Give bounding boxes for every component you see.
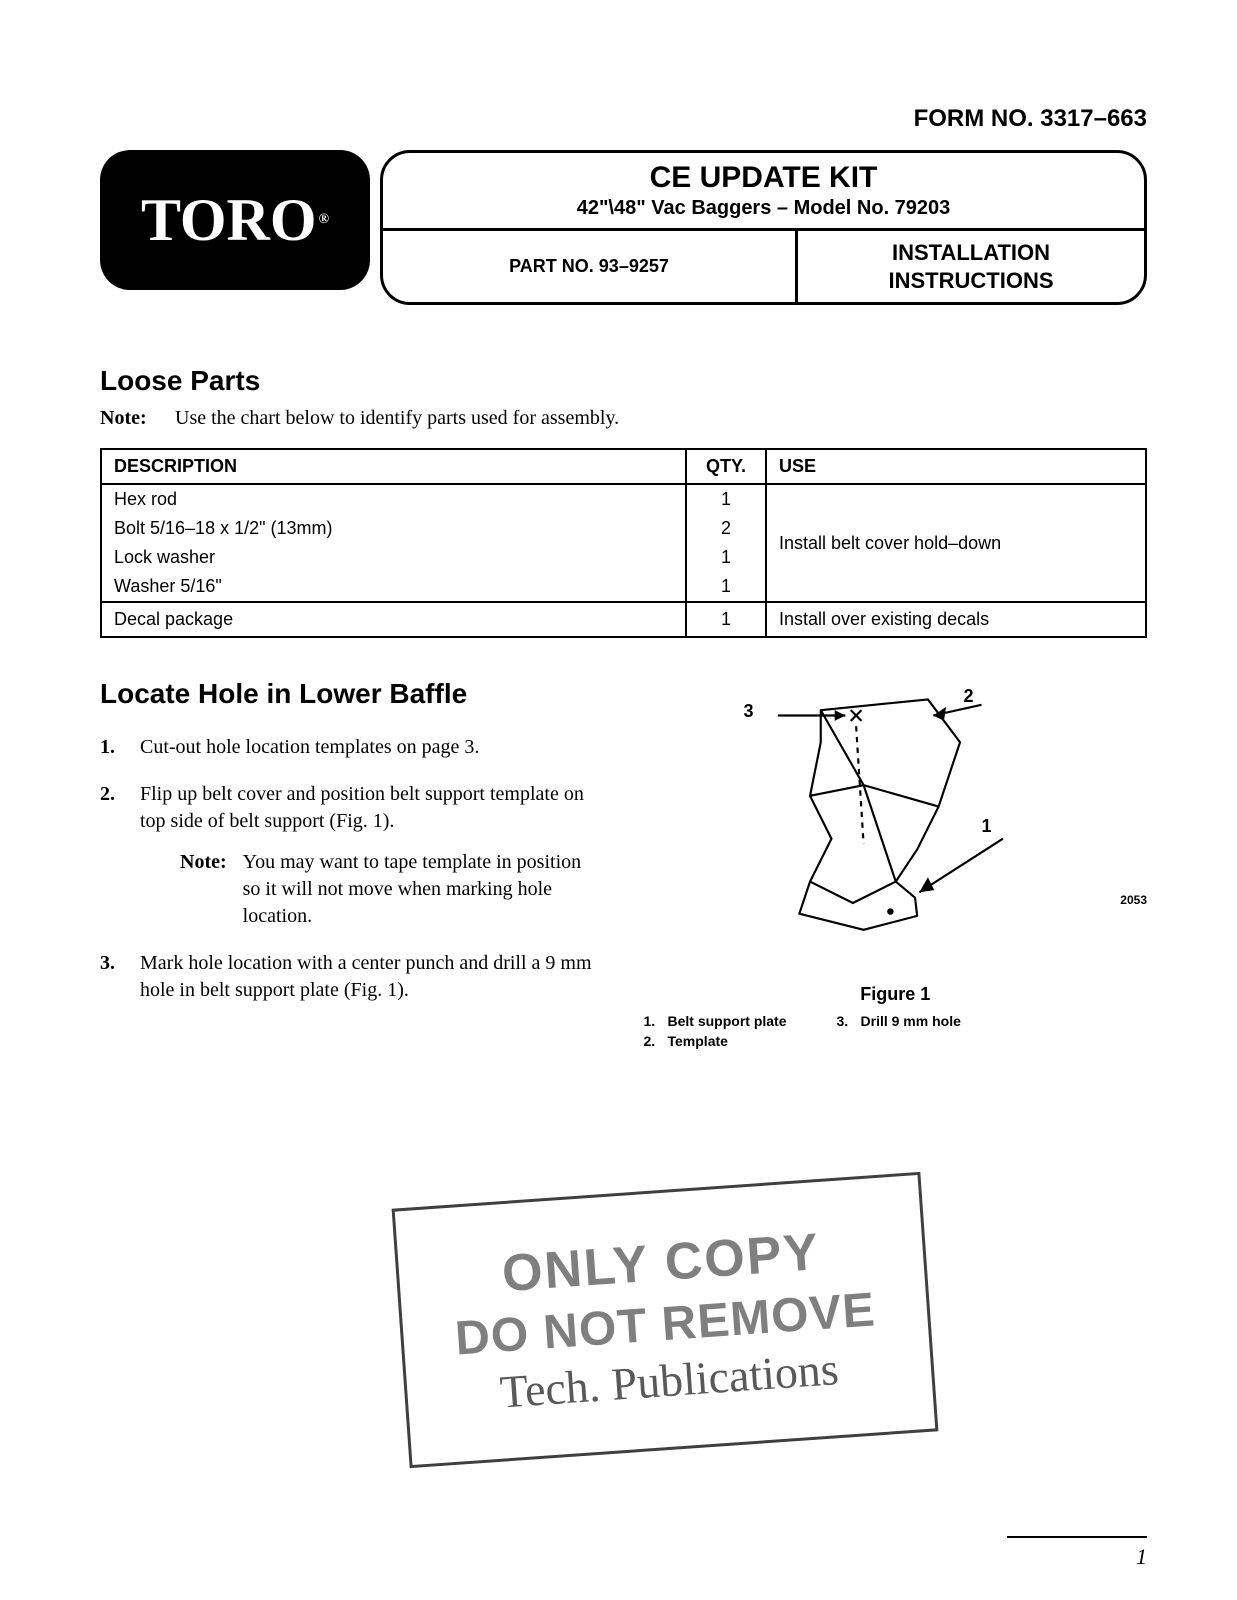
part-desc: Hex rod <box>102 485 685 514</box>
group1-qty-cell: 1 2 1 1 <box>686 484 766 602</box>
doc-type-line1: INSTALLATION <box>892 239 1050 267</box>
col-qty: QTY. <box>686 449 766 484</box>
legend-num: 1. <box>644 1013 660 1029</box>
group1-desc-cell: Hex rod Bolt 5/16–18 x 1/2" (13mm) Lock … <box>101 484 686 602</box>
title-top: CE UPDATE KIT 42"\48" Vac Baggers – Mode… <box>383 153 1144 231</box>
part-qty: 1 <box>686 602 766 637</box>
steps-list: Cut-out hole location templates on page … <box>100 734 604 1004</box>
note-text: Use the chart below to identify parts us… <box>175 407 619 429</box>
col-description: DESCRIPTION <box>101 449 686 484</box>
fig-annot-2: 2 <box>964 686 974 707</box>
part-qty: 1 <box>687 543 765 572</box>
kit-subtitle: 42"\48" Vac Baggers – Model No. 79203 <box>395 197 1132 220</box>
step-1: Cut-out hole location templates on page … <box>100 734 604 761</box>
toro-logo: TORO® <box>100 150 370 290</box>
note-label: Note: <box>180 849 227 930</box>
part-desc: Decal package <box>101 602 686 637</box>
stamp: ONLY COPY DO NOT REMOVE Tech. Publicatio… <box>392 1172 939 1468</box>
figure-1: 3 2 1 <box>644 678 1148 978</box>
step-2: Flip up belt cover and position belt sup… <box>100 781 604 930</box>
loose-parts-heading: Loose Parts <box>100 365 1147 397</box>
table-header-row: DESCRIPTION QTY. USE <box>101 449 1146 484</box>
figure-svg <box>644 678 1148 978</box>
col-use: USE <box>766 449 1146 484</box>
header: TORO® CE UPDATE KIT 42"\48" Vac Baggers … <box>100 150 1147 305</box>
part-number: PART NO. 93–9257 <box>383 231 798 302</box>
legend-num: 2. <box>644 1033 660 1049</box>
kit-title: CE UPDATE KIT <box>395 161 1132 195</box>
figure-code: 2053 <box>1120 893 1147 907</box>
legend-text: Belt support plate <box>668 1013 787 1029</box>
locate-section: Locate Hole in Lower Baffle Cut-out hole… <box>100 678 1147 1049</box>
part-desc: Washer 5/16" <box>102 572 685 601</box>
table-group-2: Decal package 1 Install over existing de… <box>101 602 1146 637</box>
locate-heading: Locate Hole in Lower Baffle <box>100 678 604 710</box>
form-number: FORM NO. 3317–663 <box>914 105 1147 133</box>
figure-col: 3 2 1 2053 Figure 1 1. Belt support plat… <box>644 678 1148 1049</box>
legend-num: 3. <box>837 1013 853 1029</box>
part-qty: 2 <box>687 514 765 543</box>
loose-parts-section: Loose Parts Note: Use the chart below to… <box>100 365 1147 638</box>
part-desc: Bolt 5/16–18 x 1/2" (13mm) <box>102 514 685 543</box>
figure-legend: 1. Belt support plate 2. Template 3. Dri… <box>644 1013 1148 1049</box>
step-2-note: Note: You may want to tape template in p… <box>140 849 604 930</box>
note-label: Note: <box>100 407 170 430</box>
table-group-1: Hex rod Bolt 5/16–18 x 1/2" (13mm) Lock … <box>101 484 1146 602</box>
page-number: 1 <box>1136 1544 1147 1570</box>
note-text: You may want to tape template in positio… <box>243 849 604 930</box>
legend-text: Template <box>668 1033 728 1049</box>
part-desc: Lock washer <box>102 543 685 572</box>
page-rule <box>1007 1536 1147 1538</box>
step-3: Mark hole location with a center punch a… <box>100 950 604 1004</box>
locate-text-col: Locate Hole in Lower Baffle Cut-out hole… <box>100 678 604 1049</box>
figure-caption: Figure 1 <box>644 984 1148 1005</box>
logo-registered: ® <box>319 212 329 228</box>
group2-use: Install over existing decals <box>766 602 1146 637</box>
legend-item: 3. Drill 9 mm hole <box>837 1013 961 1029</box>
legend-item: 2. Template <box>644 1033 787 1049</box>
doc-type-line2: INSTRUCTIONS <box>889 267 1054 295</box>
title-box: CE UPDATE KIT 42"\48" Vac Baggers – Mode… <box>380 150 1147 305</box>
part-qty: 1 <box>687 485 765 514</box>
legend-text: Drill 9 mm hole <box>861 1013 961 1029</box>
fig-annot-3: 3 <box>744 701 754 722</box>
doc-type: INSTALLATION INSTRUCTIONS <box>798 231 1144 302</box>
part-qty: 1 <box>687 572 765 601</box>
step-2-text: Flip up belt cover and position belt sup… <box>140 783 584 832</box>
title-bottom: PART NO. 93–9257 INSTALLATION INSTRUCTIO… <box>383 231 1144 302</box>
legend-item: 1. Belt support plate <box>644 1013 787 1029</box>
fig-annot-1: 1 <box>982 816 992 837</box>
parts-table: DESCRIPTION QTY. USE Hex rod Bolt 5/16–1… <box>100 448 1147 638</box>
loose-parts-note: Note: Use the chart below to identify pa… <box>100 407 1147 430</box>
logo-text: TORO <box>141 186 317 255</box>
group1-use: Install belt cover hold–down <box>766 484 1146 602</box>
